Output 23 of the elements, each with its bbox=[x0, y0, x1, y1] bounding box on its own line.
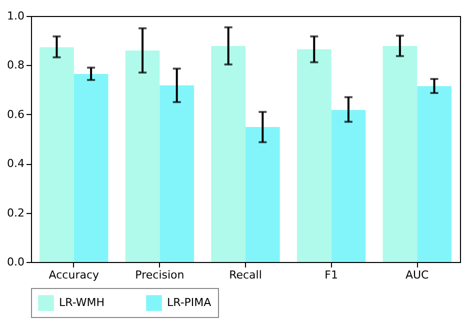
bar bbox=[160, 85, 194, 262]
legend-label: LR-WMH bbox=[59, 296, 104, 310]
x-tick-label: F1 bbox=[324, 268, 338, 282]
x-tick-label: AUC bbox=[405, 268, 430, 282]
y-tick-label: 0.2 bbox=[7, 206, 24, 220]
bar bbox=[382, 46, 418, 262]
x-tick-label: Accuracy bbox=[48, 268, 100, 282]
x-tick-label: Recall bbox=[229, 268, 262, 282]
bar bbox=[331, 110, 366, 262]
bar bbox=[246, 126, 280, 262]
y-tick-label: 1.0 bbox=[7, 10, 24, 22]
y-tick-label: 0.8 bbox=[7, 58, 24, 72]
legend-label: LR-PIMA bbox=[167, 296, 212, 310]
y-tick-label: 0.4 bbox=[7, 157, 24, 170]
y-tick-label: 0.0 bbox=[7, 256, 24, 268]
bar bbox=[296, 49, 332, 262]
bar bbox=[211, 46, 246, 262]
x-tick-label: Precision bbox=[135, 268, 184, 282]
y-tick-label: 0.6 bbox=[7, 108, 24, 121]
bar bbox=[125, 50, 160, 262]
bar bbox=[40, 47, 74, 262]
bar bbox=[417, 86, 452, 262]
bar bbox=[74, 74, 108, 262]
